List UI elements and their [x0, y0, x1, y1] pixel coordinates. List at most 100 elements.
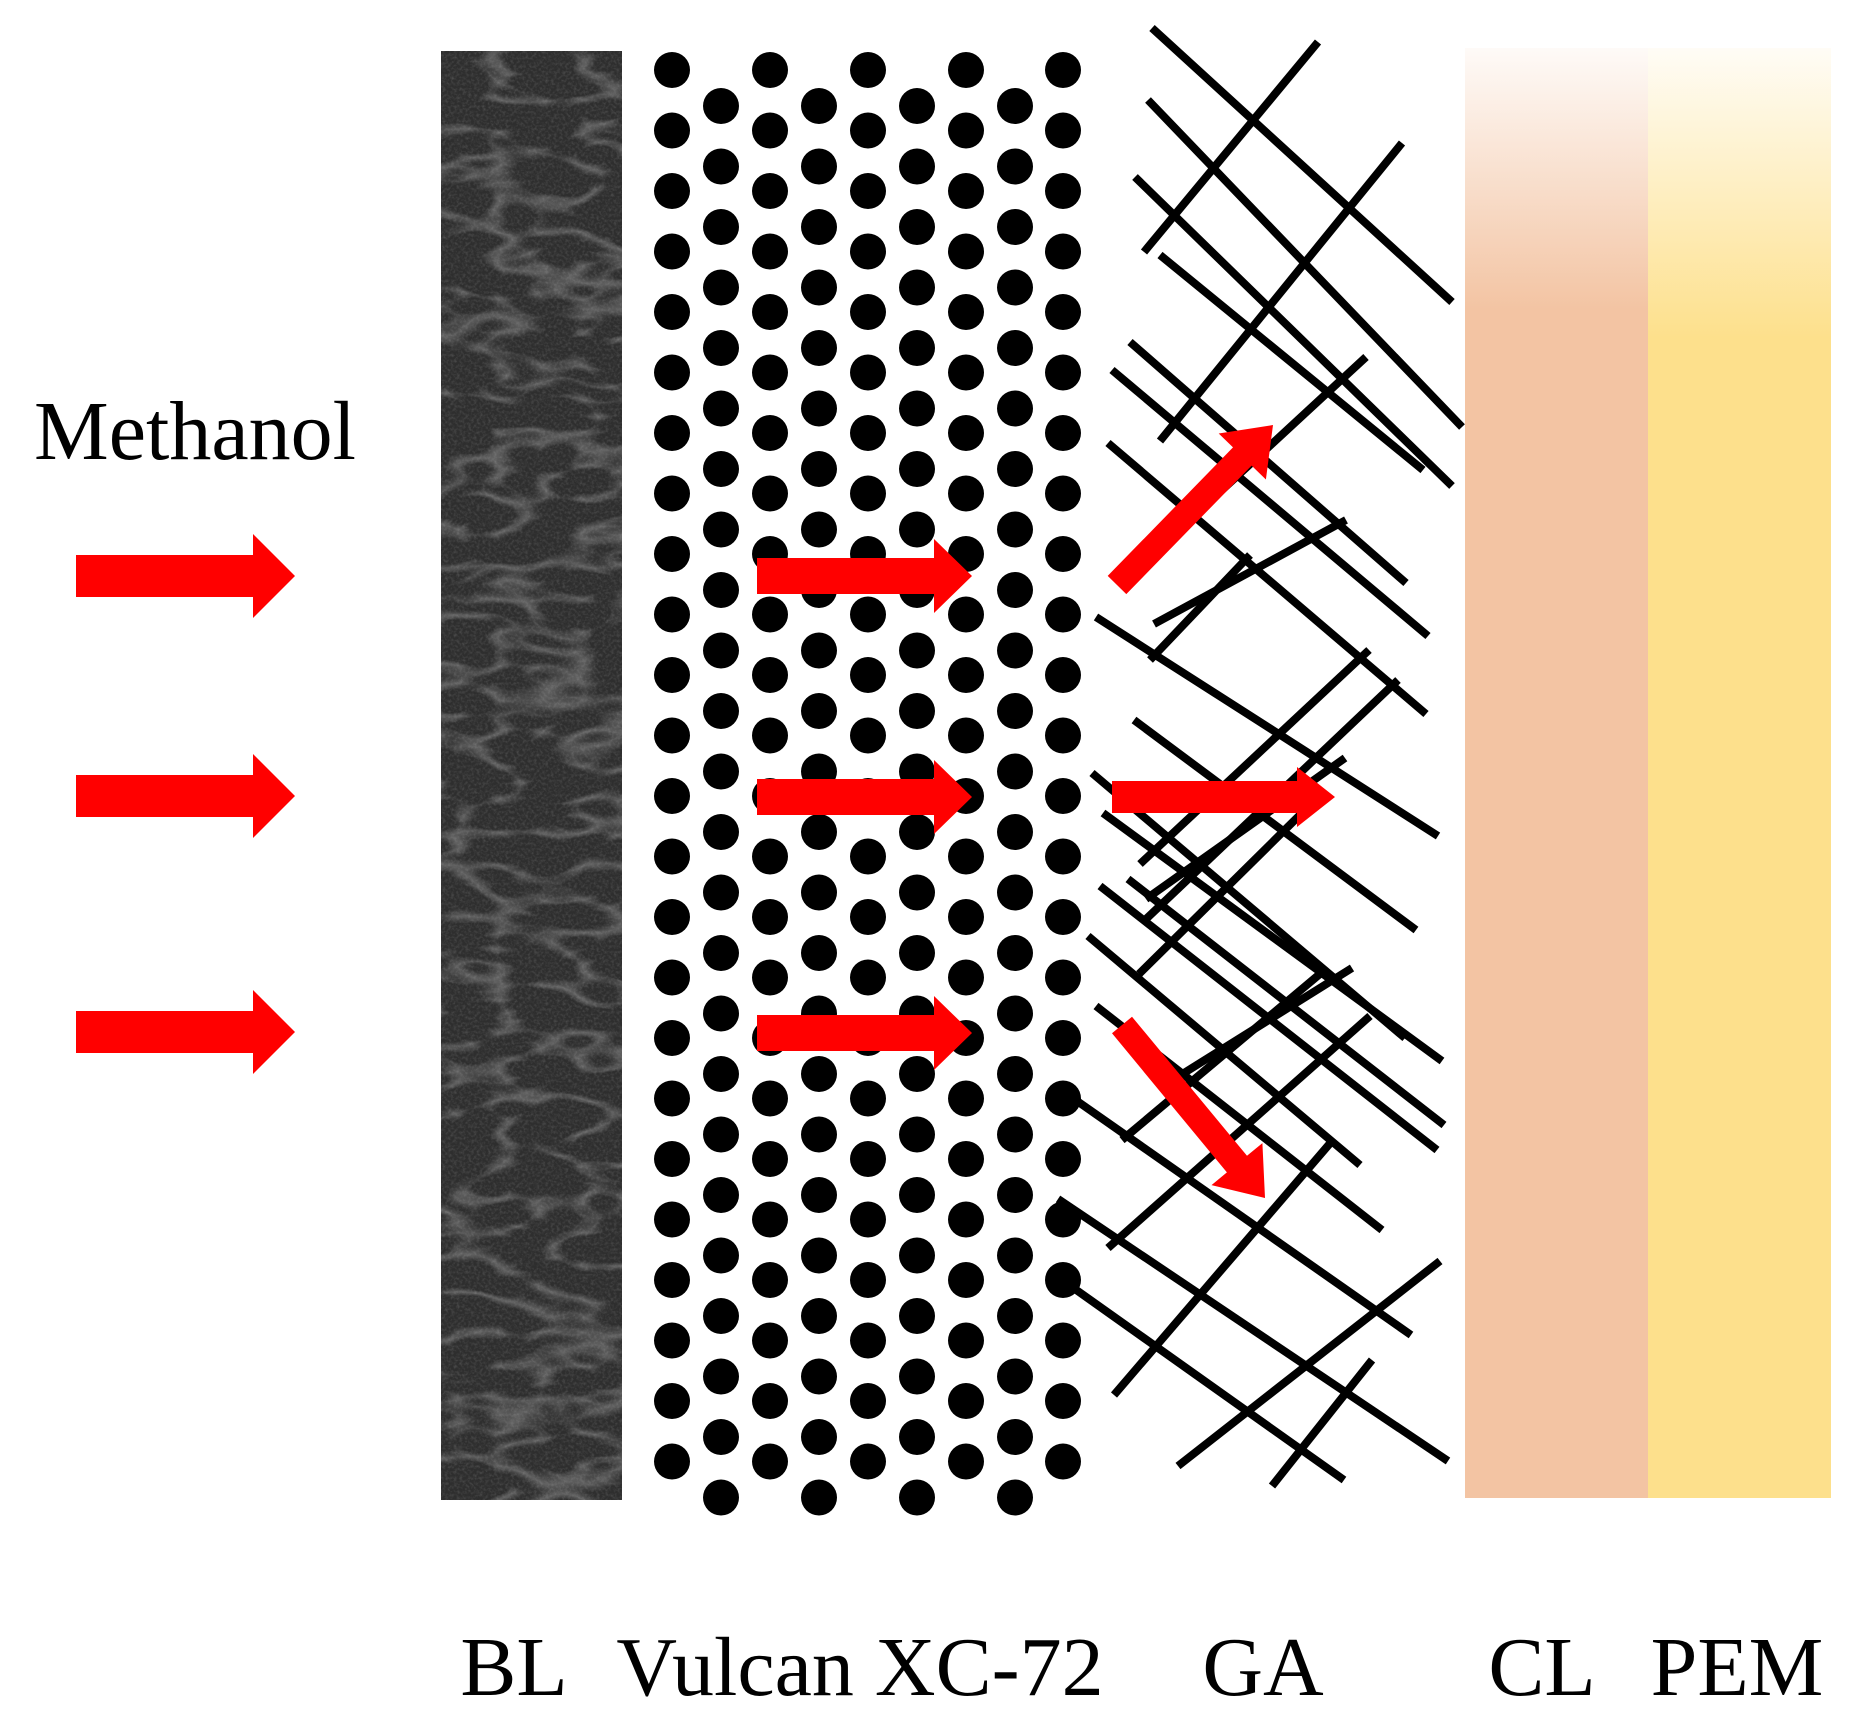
vulcan-particle	[899, 1237, 935, 1274]
vulcan-particle	[997, 390, 1033, 427]
vulcan-particle	[752, 899, 788, 935]
vulcan-particle	[899, 1056, 935, 1092]
vulcan-particle	[801, 935, 837, 971]
vulcan-particle	[703, 390, 739, 427]
vulcan-particle	[850, 415, 886, 451]
vulcan-particle	[850, 233, 886, 270]
vulcan-particle	[899, 1116, 935, 1153]
vulcan-particle	[899, 1177, 935, 1213]
layer-label-ga: GA	[1202, 1621, 1324, 1714]
vulcan-particle	[654, 1383, 690, 1419]
vulcan-particle	[703, 1419, 739, 1455]
vulcan-particle	[654, 233, 690, 270]
vulcan-particle	[654, 899, 690, 935]
vulcan-particle	[752, 173, 788, 209]
vulcan-particle	[703, 693, 739, 729]
vulcan-particle	[1045, 838, 1081, 875]
vulcan-particle	[948, 1141, 984, 1177]
ga-fiber-network	[1055, 25, 1465, 1489]
vulcan-particle	[801, 148, 837, 185]
vulcan-particle	[1045, 1322, 1081, 1359]
vulcan-particle	[948, 233, 984, 270]
vulcan-particle	[752, 1322, 788, 1359]
vulcan-particle	[703, 1358, 739, 1395]
graphene-fiber	[1156, 140, 1406, 444]
vulcan-particle	[948, 52, 984, 88]
vulcan-particle	[801, 330, 837, 366]
vulcan-particle	[850, 838, 886, 875]
vulcan-particle	[703, 1298, 739, 1334]
vulcan-particle	[752, 1141, 788, 1177]
vulcan-particle	[1045, 233, 1081, 270]
vulcan-particle	[997, 451, 1033, 487]
vulcan-particle	[899, 269, 935, 306]
vulcan-particle	[1045, 1080, 1081, 1117]
vulcan-particle	[654, 354, 690, 391]
vulcan-particle	[801, 1237, 837, 1274]
red-arrow-icon	[1112, 767, 1335, 827]
vulcan-particle	[801, 1419, 837, 1455]
vulcan-particle	[1045, 415, 1081, 451]
vulcan-particle	[899, 1419, 935, 1455]
vulcan-particle	[899, 209, 935, 245]
vulcan-particle	[1045, 1383, 1081, 1419]
vulcan-particle	[703, 1479, 739, 1516]
vulcan-particle	[899, 451, 935, 487]
vulcan-particle	[850, 1080, 886, 1117]
graphene-fiber	[1268, 1357, 1376, 1489]
vulcan-particle	[654, 596, 690, 633]
vulcan-particle	[899, 693, 935, 729]
vulcan-particle	[997, 269, 1033, 306]
vulcan-particle	[703, 995, 739, 1032]
vulcan-particle	[948, 1080, 984, 1117]
vulcan-particle	[948, 596, 984, 633]
vulcan-particle	[997, 1116, 1033, 1153]
vulcan-particle	[801, 511, 837, 548]
vulcan-particle	[850, 596, 886, 633]
vulcan-particle	[899, 935, 935, 971]
vulcan-particle	[654, 1262, 690, 1298]
vulcan-particle	[948, 657, 984, 693]
vulcan-particle	[752, 52, 788, 88]
vulcan-particle	[752, 1080, 788, 1117]
vulcan-particle	[703, 209, 739, 245]
vulcan-particle	[752, 112, 788, 149]
vulcan-particle	[801, 1177, 837, 1213]
vulcan-particle	[801, 1298, 837, 1334]
vulcan-particle	[850, 112, 886, 149]
vulcan-particle	[703, 753, 739, 790]
vulcan-particle	[850, 1383, 886, 1419]
vulcan-particle	[997, 814, 1033, 850]
vulcan-particle	[948, 899, 984, 935]
vulcan-particle	[801, 632, 837, 669]
vulcan-particle	[850, 294, 886, 330]
vulcan-particle	[850, 52, 886, 88]
vulcan-particle	[1045, 475, 1081, 512]
vulcan-particle	[899, 814, 935, 850]
vulcan-particle	[752, 717, 788, 754]
vulcan-particle	[997, 1358, 1033, 1395]
graphene-fiber	[1132, 174, 1455, 489]
vulcan-particle	[801, 451, 837, 487]
vulcan-particle	[899, 632, 935, 669]
vulcan-particle	[850, 1322, 886, 1359]
vulcan-particle	[801, 693, 837, 729]
graphene-fiber	[1131, 716, 1419, 934]
vulcan-particle	[1045, 717, 1081, 754]
vulcan-particle	[948, 173, 984, 209]
vulcan-particle	[948, 1443, 984, 1480]
bl-layer	[441, 51, 622, 1500]
vulcan-particle	[752, 294, 788, 330]
vulcan-particle	[703, 874, 739, 911]
pem-layer	[1648, 48, 1831, 1498]
graphene-fiber	[1157, 251, 1426, 474]
vulcan-particle	[899, 330, 935, 366]
vulcan-particle	[654, 717, 690, 754]
vulcan-particle	[654, 1020, 690, 1056]
vulcan-particle	[654, 536, 690, 572]
vulcan-particle	[703, 1237, 739, 1274]
vulcan-particle	[899, 511, 935, 548]
vulcan-particle	[899, 874, 935, 911]
red-arrow-icon	[1107, 425, 1273, 595]
vulcan-particle	[752, 838, 788, 875]
